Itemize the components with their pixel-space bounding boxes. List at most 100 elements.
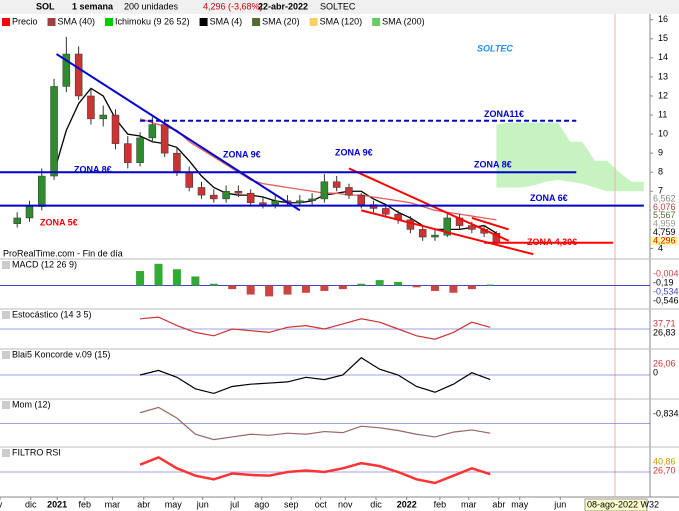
level-label: ZONA 6€ (530, 193, 568, 203)
x-tick-label: v (0, 499, 3, 509)
annotation: ZONA 5€ (40, 217, 78, 227)
panel-title-box (2, 449, 10, 457)
legend-swatch (105, 18, 114, 26)
x-tick-label: jun (196, 499, 209, 509)
histogram-bar (246, 285, 255, 295)
x-tick-label: feb (79, 499, 92, 509)
x-tick-label: dic (370, 499, 382, 509)
candle-body (296, 200, 304, 203)
level-label: ZONA 8€ (474, 160, 512, 170)
candle-body (136, 137, 144, 163)
candle-body (418, 229, 427, 238)
histogram-bar (228, 285, 237, 290)
candle-body (222, 191, 230, 200)
y-tick-label: 4 (658, 243, 663, 253)
candle-body (357, 194, 365, 205)
histogram-bar (430, 285, 439, 291)
panel-title: Estocástico (14 3 5) (12, 309, 92, 319)
y-tick-label: 12 (658, 90, 668, 100)
x-tick-label: jul (229, 499, 239, 509)
candle-body (160, 124, 169, 154)
candle-body (271, 200, 279, 205)
candle-body (210, 194, 218, 200)
period[interactable]: 1 semana (72, 1, 114, 11)
histogram-bar (486, 284, 495, 286)
candle-body (443, 217, 452, 236)
trend-line (361, 209, 534, 256)
histogram-bar (301, 285, 310, 293)
candle-body (259, 202, 267, 205)
legend-swatch (2, 18, 10, 26)
x-tick-label: dic (25, 499, 37, 509)
units[interactable]: 200 unidades (124, 1, 179, 11)
panel-value-label: -0,546 (653, 295, 679, 305)
y-tick-label: 11 (658, 109, 667, 119)
panel-title-box (2, 261, 10, 269)
trend-line (55, 53, 301, 212)
annotation: ZONA 9€ (335, 147, 373, 157)
candle-body (332, 181, 341, 188)
y-tick-label: 8 (658, 167, 663, 177)
histogram-bar (154, 263, 163, 286)
histogram-bar (394, 281, 403, 286)
y-tick-label: 7 (658, 186, 663, 196)
candle-body (124, 143, 132, 163)
panel-title: FILTRO RSI (12, 447, 61, 457)
candle-body (185, 171, 193, 188)
legend-entry: SMA (200) (382, 16, 425, 26)
level-label-extra: ZONA 8€ (74, 164, 112, 174)
price-label-box (651, 203, 678, 212)
date-box (584, 498, 648, 511)
x-tick-label: jun (553, 499, 566, 509)
legend-entry: SMA (20) (262, 16, 300, 26)
panel-value-label: 0 (653, 367, 658, 377)
candle-body (468, 225, 476, 230)
legend-entry: Precio (12, 16, 38, 26)
candle-body (308, 198, 316, 202)
instrument-name: SOLTEC (320, 1, 356, 11)
candle-body (74, 53, 83, 97)
legend-entry: SMA (40) (58, 16, 96, 26)
price-label-box (651, 237, 678, 245)
legend-swatch (199, 18, 208, 26)
histogram-bar (172, 269, 181, 286)
candle-body (320, 181, 329, 200)
histogram-bar (449, 285, 458, 293)
x-tick-label: abr (492, 499, 505, 509)
price-label: 4,759 (653, 227, 676, 237)
legend-swatch (309, 18, 318, 26)
panel-value-label: 40,86 (653, 456, 676, 466)
histogram-bar (467, 285, 476, 290)
panel-value-label: 26,83 (653, 327, 676, 337)
x-tick-label: may (511, 499, 529, 509)
candle-body (50, 86, 58, 177)
x-tick-label: oct (315, 499, 328, 509)
watermark: ProRealTime.com - Fin de día (3, 248, 123, 258)
legend-swatch (47, 18, 56, 26)
candle-body (246, 192, 255, 203)
panel-value-label: -0,004 (653, 268, 679, 278)
x-tick-label: feb (434, 499, 447, 509)
price-label: 6,076 (653, 202, 676, 212)
price-label-box (651, 220, 678, 229)
candle-body (62, 53, 71, 87)
symbol[interactable]: SOL (36, 1, 55, 11)
panel-value-label: 26,06 (653, 358, 676, 368)
candle-body (431, 234, 439, 238)
indicator-line (139, 118, 497, 221)
level-label: ZONA 4,30€ (527, 237, 577, 247)
histogram-bar (136, 271, 145, 286)
price-label: 6,562 (653, 193, 676, 203)
candle-body (111, 114, 120, 144)
panel-value-label: -0,834 (653, 408, 679, 418)
panel-title: MACD (12 26 9) (12, 259, 77, 269)
histogram-bar (209, 283, 218, 286)
price-label-box (651, 195, 678, 203)
toolbar (0, 0, 679, 14)
candle-body (382, 208, 390, 215)
annotation: ZONA 9€ (223, 149, 261, 159)
chart-title: SOLTEC (477, 43, 513, 53)
x-tick-label: mar (105, 499, 121, 509)
